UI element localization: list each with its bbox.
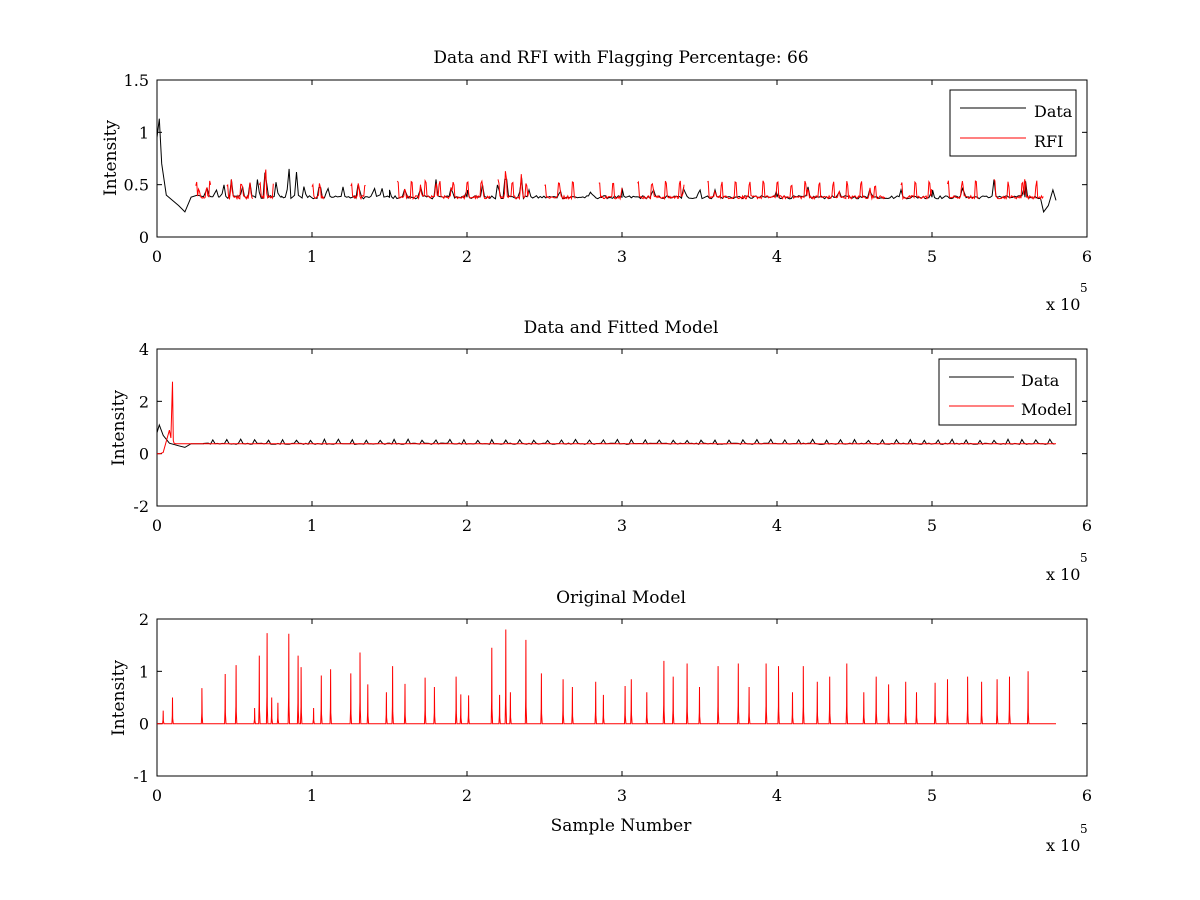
panel-2-legend-label-data: Data (1021, 371, 1060, 390)
x-tick-label: 2 (462, 786, 472, 805)
y-tick-label: 4 (139, 340, 149, 359)
panel-3-ylabel: Intensity (109, 660, 129, 736)
x-tick-label: 4 (772, 247, 782, 266)
panel-2-legend-label-model: Model (1021, 400, 1072, 419)
panel-2-legend-box (938, 358, 1077, 426)
panel-3-x-exponent: x 10 (1046, 836, 1080, 855)
x-tick-label: 1 (307, 516, 317, 535)
series-rfi-segment (311, 182, 325, 200)
series-rfi-segment (900, 179, 933, 201)
series-rfi-segment (947, 180, 979, 200)
x-tick-label: 3 (617, 786, 627, 805)
x-tick-label: 5 (927, 516, 937, 535)
panel-1-plot: 0 1 2 3 4 5 6 0 0.5 1 1.5 (124, 71, 1093, 266)
panel-3-xlabel: Sample Number (551, 816, 693, 836)
y-tick-label: 0 (139, 715, 149, 734)
panel-3-title: Original Model (556, 588, 686, 608)
series-rfi-segment (350, 182, 366, 201)
panel-2-x-exponent: x 10 (1046, 565, 1080, 584)
panel-1-axes-box (156, 79, 1088, 238)
panel-1-legend-label-data: Data (1034, 102, 1073, 121)
panel-1-x-exponent-power: 5 (1080, 281, 1088, 295)
y-tick-label: 1 (139, 123, 149, 142)
panel-2-title: Data and Fitted Model (524, 318, 719, 338)
y-tick-label: 0.5 (124, 176, 149, 195)
y-tick-label: -1 (133, 767, 149, 786)
x-tick-label: 3 (617, 516, 627, 535)
plot-lines (157, 118, 1057, 214)
series-rfi-segment (396, 178, 491, 201)
y-tick-label: 2 (139, 610, 149, 629)
x-tick-label: 5 (927, 786, 937, 805)
series-model-line (157, 629, 1056, 725)
series-rfi-segment (993, 179, 1044, 200)
x-tick-label: 0 (152, 516, 162, 535)
y-tick-label: -2 (133, 497, 149, 516)
series-rfi-segment (637, 180, 685, 201)
panel-2-axes-box (156, 348, 1088, 507)
x-tick-label: 6 (1082, 786, 1092, 805)
y-tick-label: 0 (139, 228, 149, 247)
x-tick-label: 1 (307, 786, 317, 805)
panel-2-ylabel: Intensity (109, 390, 129, 466)
x-tick-label: 5 (927, 247, 937, 266)
series-rfi-segment (707, 180, 886, 201)
x-tick-label: 2 (462, 516, 472, 535)
x-tick-label: 4 (772, 786, 782, 805)
x-tick-label: 3 (617, 247, 627, 266)
panel-2-legend: Data Model (938, 358, 1077, 426)
x-tick-label: 4 (772, 516, 782, 535)
x-tick-label: 6 (1082, 516, 1092, 535)
panel-1-legend: Data RFI (949, 89, 1077, 157)
y-tick-label: 2 (139, 392, 149, 411)
panel-1: Data and RFI with Flagging Percentage: 6… (101, 48, 1092, 314)
panel-1-title: Data and RFI with Flagging Percentage: 6… (433, 48, 808, 68)
series-rfi-segment (258, 169, 274, 200)
x-tick-label: 6 (1082, 247, 1092, 266)
x-tick-label: 0 (152, 786, 162, 805)
x-tick-label: 0 (152, 247, 162, 266)
panel-3-x-exponent-power: 5 (1080, 822, 1088, 836)
y-tick-label: 1 (139, 662, 149, 681)
series-rfi-segment (598, 182, 623, 201)
panel-1-legend-box (949, 89, 1077, 157)
panel-1-legend-label-rfi: RFI (1034, 132, 1063, 151)
series-rfi-segment (544, 181, 576, 201)
panel-2-x-exponent-power: 5 (1080, 551, 1088, 565)
series-model-line (157, 381, 1056, 455)
series-rfi-segment (195, 180, 212, 199)
y-tick-label: 0 (139, 445, 149, 464)
x-tick-label: 1 (307, 247, 317, 266)
y-tick-label: 1.5 (124, 71, 149, 90)
x-tick-label: 2 (462, 247, 472, 266)
series-rfi-segment (497, 171, 530, 201)
plot-lines (157, 381, 1056, 455)
plot-lines (157, 629, 1056, 725)
series-rfi-segment (226, 179, 254, 201)
panel-1-ylabel: Intensity (101, 120, 121, 196)
panel-1-x-exponent: x 10 (1046, 295, 1080, 314)
